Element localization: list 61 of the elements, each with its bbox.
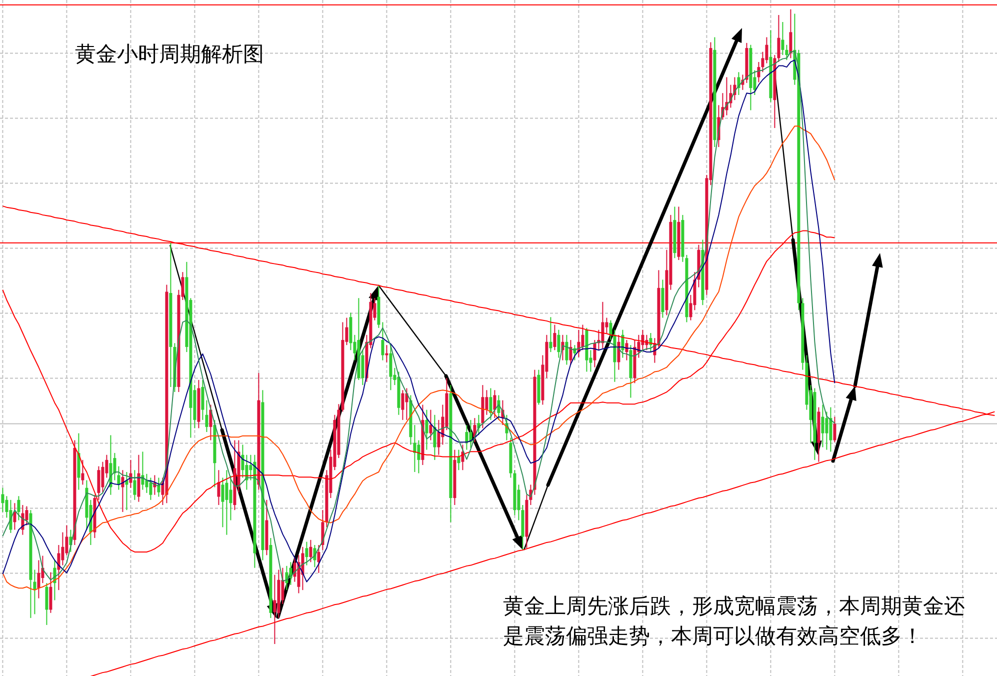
candlestick bbox=[221, 477, 224, 528]
candlestick bbox=[225, 470, 228, 536]
candlestick bbox=[493, 390, 496, 419]
candlestick bbox=[145, 473, 148, 494]
candlestick bbox=[833, 416, 836, 443]
candlestick bbox=[781, 21, 784, 56]
candlestick bbox=[273, 574, 276, 644]
candlestick bbox=[549, 316, 552, 353]
candlestick bbox=[61, 532, 64, 566]
candlestick bbox=[389, 344, 392, 391]
candlestick bbox=[45, 582, 48, 626]
candlestick bbox=[209, 404, 212, 441]
candlestick bbox=[829, 406, 832, 452]
candlestick bbox=[425, 409, 428, 450]
candlestick bbox=[825, 411, 828, 450]
candlestick bbox=[593, 339, 596, 368]
candlestick bbox=[821, 404, 824, 448]
candlestick bbox=[465, 424, 468, 450]
candlestick bbox=[205, 400, 208, 433]
text: 黄金小时周期解析图 bbox=[75, 42, 264, 66]
candlestick bbox=[569, 339, 572, 366]
candlestick bbox=[149, 477, 152, 500]
candlestick bbox=[765, 36, 768, 64]
candlestick bbox=[565, 334, 568, 366]
candlestick bbox=[581, 324, 584, 351]
candlestick bbox=[81, 459, 84, 486]
candlestick bbox=[57, 544, 60, 591]
candlestick bbox=[13, 502, 16, 530]
annotation: 黄金上周先涨后跌，形成宽幅震荡，本周期黄金还是震荡偏强走势，本周可以做有效高空低多！ bbox=[503, 594, 965, 648]
candlestick bbox=[553, 324, 556, 351]
candlestick bbox=[437, 419, 440, 456]
candlestick bbox=[789, 8, 792, 59]
candlestick bbox=[309, 539, 312, 563]
candlestick bbox=[229, 475, 232, 521]
candlestick bbox=[317, 544, 320, 574]
candlestick bbox=[133, 470, 136, 500]
candlestick bbox=[609, 320, 612, 340]
candlestick bbox=[321, 510, 324, 551]
candlestick bbox=[25, 506, 28, 526]
candlestick bbox=[217, 470, 220, 506]
candlestick bbox=[117, 466, 120, 490]
candlestick bbox=[381, 322, 384, 361]
candlestick bbox=[101, 461, 104, 493]
candlestick bbox=[601, 301, 604, 349]
candlestick bbox=[489, 388, 492, 420]
candlestick bbox=[417, 440, 420, 474]
candlestick bbox=[557, 329, 560, 358]
candlestick bbox=[305, 541, 308, 566]
candlestick bbox=[65, 524, 68, 556]
candlestick bbox=[429, 409, 432, 441]
candlestick bbox=[9, 499, 12, 534]
candlestick bbox=[777, 14, 780, 62]
candlestick bbox=[401, 390, 404, 420]
candlestick bbox=[1, 487, 4, 512]
candlestick bbox=[97, 466, 100, 500]
candlestick bbox=[49, 572, 52, 614]
candlestick bbox=[17, 496, 20, 521]
candlestick bbox=[201, 379, 204, 420]
candlestick bbox=[785, 44, 788, 61]
candlestick bbox=[137, 454, 140, 502]
candlestick bbox=[37, 560, 40, 599]
